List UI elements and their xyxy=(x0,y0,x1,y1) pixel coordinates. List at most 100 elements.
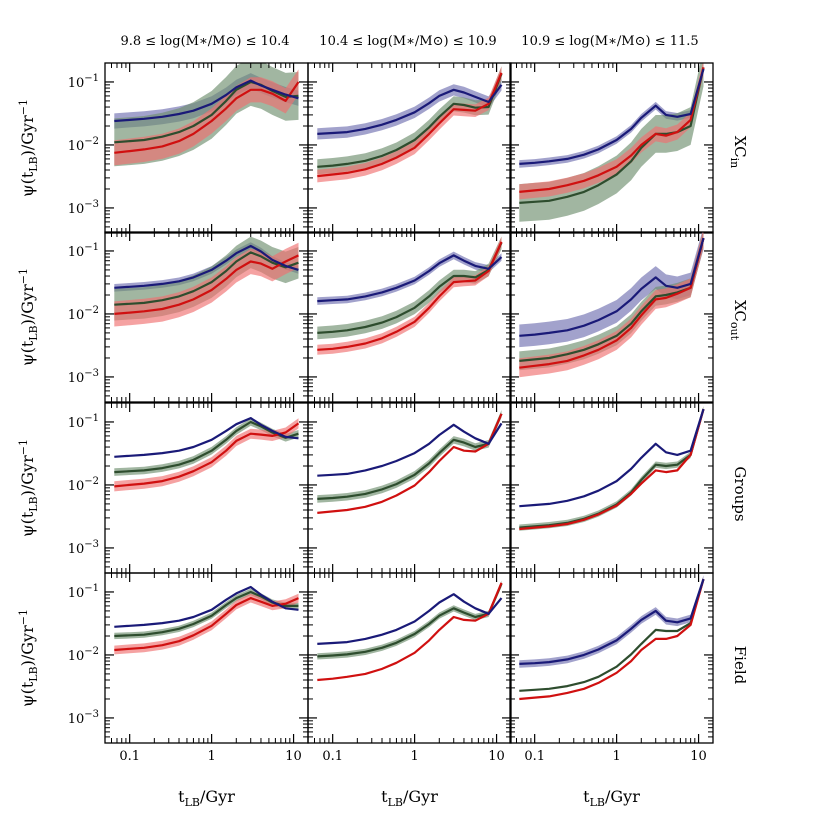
line-red xyxy=(114,596,299,652)
panel-plot-area xyxy=(317,580,503,682)
panel-r2-c0: 10−110−210−3 xyxy=(68,402,309,574)
y-tick-label-base: 10 xyxy=(68,371,85,386)
x-axis-label-sub: LB xyxy=(590,796,605,809)
panel-r3-c0: 10−110−210−30.1 1 10 xyxy=(68,572,309,764)
panel-plot-area xyxy=(114,417,300,492)
y-tick-label-base: 10 xyxy=(68,542,85,557)
panel-r3-c1: 0.1 1 10 xyxy=(307,572,512,764)
y-tick-label: 10−2 xyxy=(68,136,99,154)
row-label-groups: Groups xyxy=(731,466,749,521)
panel-r0-c1 xyxy=(307,62,512,234)
y-axis-label-tail: )/Gyr xyxy=(18,455,37,496)
y-axis-label-tail: )/Gyr xyxy=(18,284,37,325)
y-tick-label-base: 10 xyxy=(68,76,85,91)
row-label-field: Field xyxy=(731,646,749,685)
y-axis-label-sub: LB xyxy=(27,156,40,171)
line-green xyxy=(114,420,299,474)
line-red xyxy=(317,413,503,514)
y-tick-label-exponent: −2 xyxy=(84,476,99,487)
x-tick-label: 10 xyxy=(488,749,505,764)
line-green xyxy=(519,237,705,362)
x-axis-label-main: t xyxy=(178,787,185,806)
y-tick-label-base: 10 xyxy=(68,139,85,154)
y-tick-label: 10−2 xyxy=(68,305,99,323)
y-axis-label-sub: LB xyxy=(27,666,40,681)
panel-frame xyxy=(509,402,714,574)
panel-r1-c1 xyxy=(307,231,512,403)
panel-r2-c2 xyxy=(509,402,714,574)
line-blue xyxy=(114,417,299,458)
y-tick-label-base: 10 xyxy=(68,586,85,601)
y-axis-label-sup: −1 xyxy=(17,609,30,625)
column-title-low-mass: 9.8 ≤ log(M∗/M⊙) ≤ 10.4 xyxy=(120,34,289,49)
y-tick-label-exponent: −3 xyxy=(84,368,99,379)
y-axis-label-main: ψ(t xyxy=(18,340,37,366)
line-red xyxy=(519,67,705,193)
x-axis-label-tail: /Gyr xyxy=(605,787,640,806)
row-label-xc-out-main: XC xyxy=(731,300,749,322)
x-axis-label-main: t xyxy=(381,787,388,806)
line-red xyxy=(519,408,705,531)
x-tick-label: 1 xyxy=(612,749,620,764)
x-axis-label-main: t xyxy=(583,787,590,806)
x-axis-label-tail: /Gyr xyxy=(403,787,438,806)
y-tick-label-exponent: −2 xyxy=(84,646,99,657)
line-blue xyxy=(114,244,299,289)
row-label-xc-out: XCout xyxy=(728,300,749,341)
y-axis-label-sub: LB xyxy=(27,496,40,511)
band-blue xyxy=(317,79,502,140)
y-tick-label: 10−2 xyxy=(68,646,99,664)
panel-plot-area xyxy=(317,66,503,183)
y-tick-label-base: 10 xyxy=(68,202,85,217)
y-tick-label-base: 10 xyxy=(68,712,85,727)
band-red xyxy=(519,63,704,200)
y-tick-label-base: 10 xyxy=(68,416,85,431)
row-label-xc-out-sub: out xyxy=(728,322,741,341)
y-tick-label: 10−3 xyxy=(68,709,99,727)
panel-plot-area xyxy=(519,63,705,222)
x-tick-label: 0.1 xyxy=(322,749,343,764)
panel-r1-c0: 10−110−210−3 xyxy=(68,231,309,403)
line-green xyxy=(114,251,299,306)
band-green xyxy=(317,236,502,340)
y-tick-label-base: 10 xyxy=(68,245,85,260)
y-axis-label-tail: )/Gyr xyxy=(18,115,37,156)
y-axis-label-main: ψ(t xyxy=(18,171,37,197)
panel-plot-area xyxy=(114,585,299,655)
line-blue xyxy=(114,79,299,123)
x-tick-label: 0.1 xyxy=(524,749,545,764)
panel-plot-area xyxy=(519,575,705,701)
x-axis-label-sub: LB xyxy=(185,796,200,809)
panel-plot-area xyxy=(519,406,705,531)
line-blue xyxy=(317,422,503,477)
panel-r0-c2 xyxy=(509,62,714,234)
line-green xyxy=(519,578,705,692)
line-green xyxy=(317,73,503,168)
band-red xyxy=(317,236,502,355)
row-label-xc-in: XCin xyxy=(728,136,749,169)
line-blue xyxy=(317,84,503,135)
x-axis-label: tLB/Gyr xyxy=(583,787,640,809)
line-green xyxy=(317,242,503,334)
line-red xyxy=(317,582,503,682)
band-green xyxy=(317,66,502,175)
y-axis-label-sup: −1 xyxy=(17,439,30,455)
band-green xyxy=(519,406,704,531)
x-axis-label-sub: LB xyxy=(388,796,403,809)
line-blue xyxy=(519,68,705,165)
line-red xyxy=(114,254,299,315)
column-title-high-mass: 10.9 ≤ log(M∗/M⊙) ≤ 11.5 xyxy=(521,34,698,49)
line-red xyxy=(317,241,503,351)
line-blue xyxy=(519,408,705,508)
x-axis-label: tLB/Gyr xyxy=(178,787,235,809)
y-axis-label-sub: LB xyxy=(27,325,40,340)
y-tick-label-exponent: −2 xyxy=(84,136,99,147)
band-green xyxy=(114,588,299,640)
y-tick-label-exponent: −1 xyxy=(84,583,99,594)
y-axis-labels: ψ(tLB)/Gyr−1ψ(tLB)/Gyr−1ψ(tLB)/Gyr−1ψ(tL… xyxy=(17,99,40,707)
y-tick-label: 10−3 xyxy=(68,539,99,557)
line-blue xyxy=(519,237,705,337)
line-red xyxy=(519,578,705,701)
x-axis-labels: tLB/Gyr tLB/Gyr tLB/Gyr xyxy=(178,787,640,809)
line-red xyxy=(114,81,300,154)
